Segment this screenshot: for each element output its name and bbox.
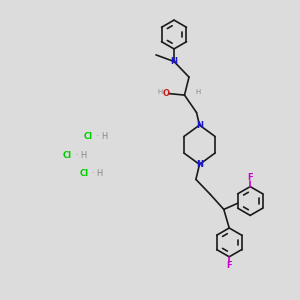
Text: N: N xyxy=(170,57,178,66)
Text: H: H xyxy=(158,89,163,95)
Text: N: N xyxy=(196,121,203,130)
Text: · H: · H xyxy=(73,151,87,160)
Text: · H: · H xyxy=(89,169,103,178)
Text: · H: · H xyxy=(94,132,108,141)
Text: Cl: Cl xyxy=(80,169,88,178)
Text: Cl: Cl xyxy=(84,132,93,141)
Text: Cl: Cl xyxy=(63,151,72,160)
Text: H: H xyxy=(195,88,201,94)
Text: O: O xyxy=(162,89,169,98)
Text: N: N xyxy=(196,160,203,169)
Text: F: F xyxy=(226,261,232,270)
Text: F: F xyxy=(248,173,253,182)
